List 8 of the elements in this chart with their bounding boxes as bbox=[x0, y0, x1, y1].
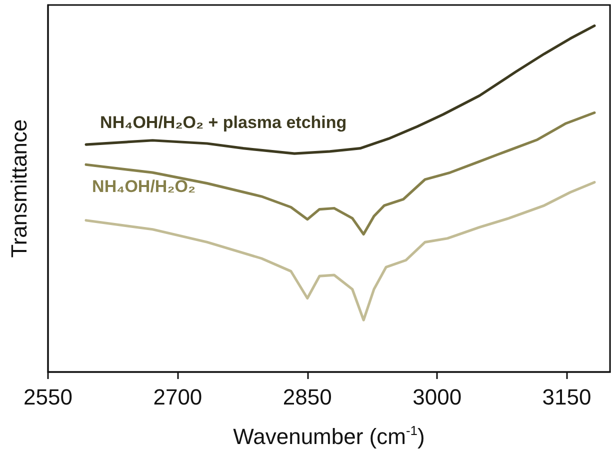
x-tick-label: 3000 bbox=[412, 384, 462, 410]
y-axis-title: Transmittance bbox=[6, 119, 32, 258]
x-tick-label: 2550 bbox=[24, 384, 72, 410]
series-label: NH₄OH/H₂O₂ + plasma etching bbox=[100, 113, 347, 132]
x-tick-label: 2700 bbox=[153, 384, 202, 410]
series-label: NH₄OH/H₂O₂ bbox=[92, 177, 196, 196]
x-tick-label: 3150 bbox=[542, 384, 592, 410]
x-tick-label: 2850 bbox=[282, 384, 332, 410]
